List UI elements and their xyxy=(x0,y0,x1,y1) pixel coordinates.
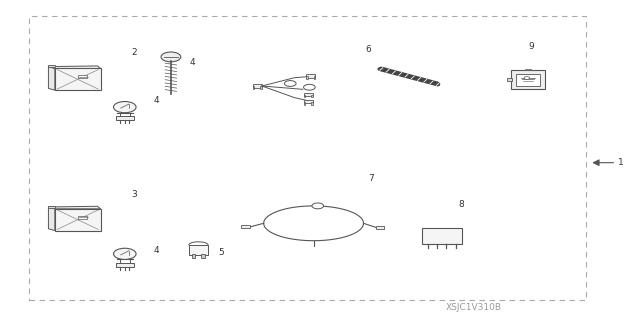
Bar xyxy=(422,228,461,244)
Text: 4: 4 xyxy=(154,96,159,105)
Bar xyxy=(253,86,255,89)
Polygon shape xyxy=(49,66,100,69)
Bar xyxy=(55,209,100,231)
Text: 5: 5 xyxy=(218,248,223,256)
Bar xyxy=(511,70,545,89)
Bar xyxy=(306,74,316,78)
Bar xyxy=(303,100,313,103)
Circle shape xyxy=(312,203,324,209)
Circle shape xyxy=(524,77,530,79)
Bar xyxy=(189,245,208,255)
Text: 9: 9 xyxy=(529,42,534,51)
Circle shape xyxy=(378,67,385,71)
Bar xyxy=(77,75,87,78)
Text: XSJC1V310B: XSJC1V310B xyxy=(445,303,502,312)
Circle shape xyxy=(303,84,315,90)
Text: 6: 6 xyxy=(365,45,371,54)
Bar xyxy=(303,95,305,97)
Bar xyxy=(303,102,305,105)
Text: 7: 7 xyxy=(369,174,374,183)
Bar xyxy=(311,102,313,105)
Bar xyxy=(525,69,531,70)
Bar xyxy=(55,69,100,90)
Bar xyxy=(116,116,134,120)
Bar xyxy=(253,84,262,88)
Bar xyxy=(48,65,55,67)
Bar xyxy=(116,263,134,267)
Bar xyxy=(192,254,195,258)
Bar xyxy=(303,93,313,96)
Bar xyxy=(306,76,308,79)
Bar xyxy=(516,74,540,85)
Text: 4: 4 xyxy=(154,246,159,255)
Text: 3: 3 xyxy=(132,190,137,199)
Polygon shape xyxy=(49,67,55,90)
Circle shape xyxy=(113,101,136,113)
Circle shape xyxy=(284,81,296,86)
Text: 4: 4 xyxy=(189,58,195,67)
Circle shape xyxy=(161,52,180,62)
Polygon shape xyxy=(49,207,55,231)
Bar xyxy=(241,225,250,228)
Bar xyxy=(202,254,205,258)
Text: 1: 1 xyxy=(618,158,623,167)
Bar xyxy=(507,78,511,81)
Text: 8: 8 xyxy=(458,200,463,209)
Bar xyxy=(260,86,262,89)
Bar xyxy=(77,216,87,219)
Bar xyxy=(314,76,315,79)
Bar xyxy=(48,206,55,208)
Text: 2: 2 xyxy=(132,48,137,57)
Polygon shape xyxy=(49,206,100,209)
Bar xyxy=(311,95,313,97)
Circle shape xyxy=(113,248,136,259)
Bar xyxy=(376,226,384,229)
